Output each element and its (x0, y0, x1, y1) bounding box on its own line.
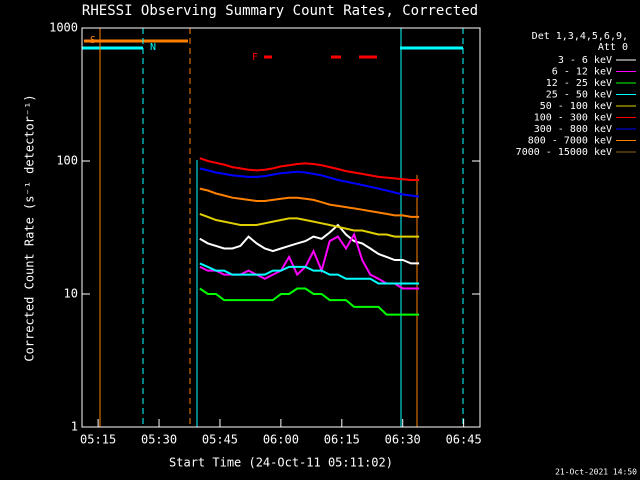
y-axis-label: Corrected Count Rate (s⁻¹ detector⁻¹) (23, 94, 37, 361)
x-tick-label: 05:45 (202, 433, 238, 447)
legend-title: Det 1,3,4,5,6,9, (532, 31, 628, 42)
legend-label: 800 - 7000 keV (528, 136, 612, 147)
x-tick-label: 06:30 (385, 433, 421, 447)
legend-label: 12 - 25 keV (546, 78, 612, 89)
x-tick-label: 06:15 (324, 433, 360, 447)
x-axis-label: Start Time (24-Oct-11 05:11:02) (169, 456, 393, 470)
legend-title: Att 0 (598, 42, 628, 53)
series-line (199, 187, 420, 218)
y-tick-label: 1 (71, 420, 78, 434)
series-line (199, 167, 420, 198)
series-line (199, 212, 420, 238)
legend-label: 100 - 300 keV (534, 113, 612, 124)
legend-label: 50 - 100 keV (540, 101, 612, 112)
series-line (199, 157, 420, 181)
annotation: F (252, 52, 258, 63)
legend-label: 7000 - 15000 keV (516, 147, 612, 158)
chart-title: RHESSI Observing Summary Count Rates, Co… (82, 3, 478, 19)
legend-label: 25 - 50 keV (546, 90, 612, 101)
annotation: N (150, 42, 156, 53)
y-tick-label: 100 (56, 154, 78, 168)
series-line (199, 223, 420, 265)
legend-label: 6 - 12 keV (552, 67, 612, 78)
x-tick-label: 06:00 (263, 433, 299, 447)
legend-label: 3 - 6 keV (558, 55, 612, 66)
series-line (199, 287, 420, 316)
x-tick-label: 05:30 (141, 433, 177, 447)
footer: 21-Oct-2021 14:50 (555, 468, 637, 477)
x-tick-label: 06:45 (446, 433, 482, 447)
x-tick-label: 05:15 (80, 433, 116, 447)
annotation: S (90, 35, 96, 46)
y-tick-label: 1000 (49, 21, 78, 35)
series-line (199, 262, 420, 285)
legend-label: 300 - 800 keV (534, 124, 612, 135)
state-indicators (82, 28, 464, 427)
y-tick-label: 10 (64, 287, 78, 301)
